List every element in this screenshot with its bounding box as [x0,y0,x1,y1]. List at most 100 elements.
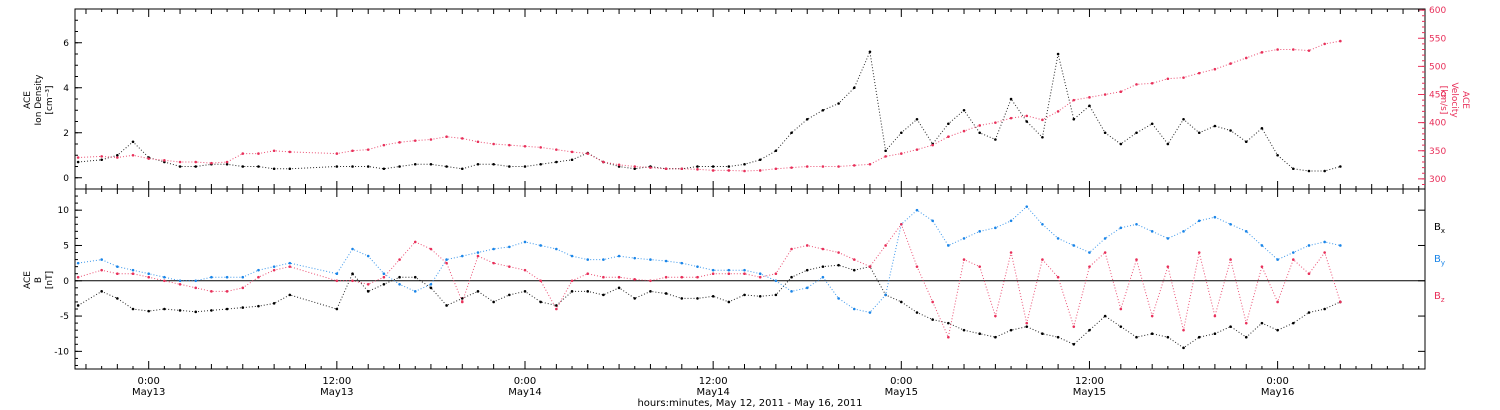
velocity-point [649,166,652,169]
bottom-ytick-label: -5 [60,312,69,322]
velocity-point [194,160,198,164]
density-point [257,165,260,168]
density-point [492,162,495,166]
bx-point [476,290,480,293]
top-ylabel-left-3: [cm⁻³] [45,85,55,114]
x-axis-title: hours:minutes, May 12, 2011 - May 16, 20… [637,398,862,409]
velocity-point [163,159,166,162]
velocity-point [602,160,605,164]
by-point [602,258,605,261]
velocity-point [210,161,213,165]
bx-point [508,293,511,297]
bottom-panel-frame [74,188,1426,370]
bz-point [680,275,684,279]
legend-bx: Bx [1434,222,1445,235]
bottom-ytick-label: 10 [58,206,70,216]
velocity-point [1119,90,1123,93]
top-ytick-right-label: 450 [1429,91,1446,101]
density-point [398,165,401,168]
bx-point [602,293,605,297]
bz-point [743,272,746,276]
bz-point [210,290,213,293]
by-point [1166,237,1170,240]
velocity-point [1072,98,1076,102]
top-ylabel-right-2: Velocity [1449,82,1459,118]
x-tick-time-label: 0:00 [137,376,159,387]
by-point [257,268,260,272]
top-ytick-right-label: 400 [1429,119,1446,129]
density-point [555,160,558,164]
by-point [163,275,166,279]
bx-point [664,292,668,295]
velocity-point [413,139,417,142]
x-tick-time-label: 0:00 [1266,376,1288,387]
velocity-point [445,135,448,138]
density-point [366,165,370,168]
density-point [539,162,542,166]
top-ylabel-right-3: [km/s] [1438,86,1448,115]
bottom-ytick-label: 0 [63,277,69,287]
by-point [664,259,668,263]
top-ytick-right-label: 600 [1429,6,1446,16]
velocity-point [1088,96,1091,99]
density-point [1025,120,1029,123]
bx-point [570,290,574,293]
bz-point [335,279,339,283]
x-tick-time-label: 12:00 [1075,376,1104,387]
velocity-point [508,143,511,147]
by-point [617,254,621,258]
velocity-point [743,169,746,173]
bx-point [555,304,558,307]
density-point [711,165,715,168]
x-tick-date-label: May14 [508,387,541,398]
density-point [1088,104,1091,108]
bottom-ylabel-3: [nT] [45,271,55,289]
bottom-ylabel-1: ACE [23,271,33,289]
velocity-point [1307,49,1311,52]
bx-point [1197,335,1201,339]
velocity-point [460,137,464,140]
density-line [78,50,1341,172]
by-point [116,265,119,268]
density-point [947,122,950,126]
density-point [633,167,637,171]
density-point [194,165,198,168]
density-point [100,158,103,162]
by-point [351,247,354,251]
bx-point [225,307,229,311]
bz-point [727,272,731,276]
density-point [429,162,433,166]
bx-point [1150,332,1154,336]
by-line [78,205,1341,314]
top-ytick-left-label: 6 [63,39,69,49]
bx-point [837,263,840,267]
x-tick-time-label: 0:00 [890,376,912,387]
top-ylabel-left-2: Ion Density [34,74,44,126]
by-point [288,261,292,265]
by-point [994,226,997,230]
top-ytick-left-label: 4 [63,84,69,94]
b-legend: Bx By Bz [1434,222,1445,304]
velocity-point [570,150,574,154]
x-tick-date-label: May15 [885,387,918,398]
velocity-line [78,40,1341,172]
by-point [539,244,542,247]
bz-point [288,265,292,268]
bx-point [711,294,715,298]
density-point [1339,165,1342,168]
velocity-point [664,167,668,171]
velocity-point [1150,81,1154,85]
bx-point [743,293,746,297]
velocity-point [131,153,135,157]
x-tick-date-label: May13 [320,387,353,398]
x-tick-date-label: May13 [132,387,165,398]
density-point [1323,169,1326,173]
velocity-point [633,165,637,168]
top-panel-frame [74,8,1426,190]
bx-point [163,307,166,311]
velocity-point [805,165,809,168]
x-tick-date-label: May16 [1261,387,1294,398]
by-point [210,275,213,279]
density-point [382,167,386,171]
density-point [1291,167,1295,171]
